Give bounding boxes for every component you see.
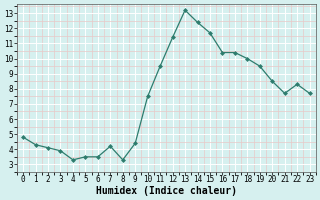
X-axis label: Humidex (Indice chaleur): Humidex (Indice chaleur) — [96, 186, 237, 196]
